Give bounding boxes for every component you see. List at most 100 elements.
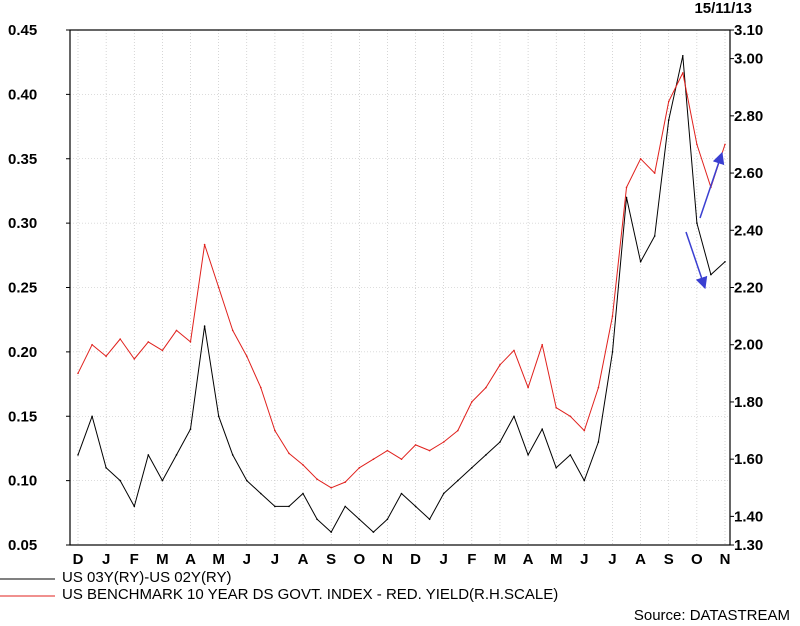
data-point-10y-yield xyxy=(625,186,628,189)
data-point-10y-yield xyxy=(653,172,656,174)
data-point-spread xyxy=(499,441,501,443)
data-point-10y-yield xyxy=(667,100,670,103)
x-tick-label: A xyxy=(185,551,196,568)
data-point-spread xyxy=(119,479,121,482)
right-tick-label: 2.40 xyxy=(734,222,763,239)
data-point-10y-yield xyxy=(457,429,459,432)
data-point-10y-yield xyxy=(428,449,431,452)
data-point-spread xyxy=(555,467,557,469)
data-point-spread xyxy=(260,492,262,495)
data-point-spread xyxy=(77,454,79,456)
data-point-spread xyxy=(330,531,333,533)
data-point-10y-yield xyxy=(147,341,150,343)
x-tick-label: S xyxy=(326,551,336,568)
left-axis: 0.05 0.10 0.15 0.20 0.25 0.30 0.35 0.40 0.45 xyxy=(8,22,70,554)
x-tick-label: M xyxy=(212,551,225,568)
data-point-spread xyxy=(203,325,206,327)
data-point-10y-yield xyxy=(485,386,487,389)
series-line-spread xyxy=(77,55,726,533)
data-point-10y-yield xyxy=(682,72,684,74)
x-tick-label: J xyxy=(102,551,110,568)
data-point-spread xyxy=(569,454,572,456)
data-point-10y-yield xyxy=(400,458,403,461)
data-point-10y-yield xyxy=(555,406,557,409)
data-point-10y-yield xyxy=(133,358,136,360)
series-lines xyxy=(77,55,726,533)
series-line-10y-yield xyxy=(77,72,726,489)
source-label: Source: DATASTREAM xyxy=(634,607,790,624)
left-tick-label: 0.05 xyxy=(8,537,37,554)
right-axis: 1.30 1.40 1.60 1.80 2.00 2.20 2.40 2.60 2.80 3.00… xyxy=(730,22,763,554)
data-point-spread xyxy=(231,454,234,456)
data-point-10y-yield xyxy=(527,386,529,389)
x-tick-label: J xyxy=(580,551,588,568)
data-point-spread xyxy=(611,351,614,353)
data-point-10y-yield xyxy=(316,478,318,481)
x-tick-label: O xyxy=(691,551,703,568)
x-tick-label: F xyxy=(130,551,139,568)
data-point-spread xyxy=(147,454,150,456)
data-point-spread xyxy=(358,518,361,521)
data-point-spread xyxy=(667,119,670,121)
right-tick-label: 2.80 xyxy=(734,108,763,125)
data-point-10y-yield xyxy=(724,143,726,146)
x-tick-label: A xyxy=(635,551,646,568)
data-point-10y-yield xyxy=(358,467,361,469)
data-point-spread xyxy=(597,441,600,443)
x-tick-label: M xyxy=(494,551,507,568)
data-point-spread xyxy=(161,479,164,482)
x-tick-label: M xyxy=(156,551,169,568)
x-tick-label: O xyxy=(353,551,365,568)
right-tick-label: 1.60 xyxy=(734,451,763,468)
right-tick-label: 1.40 xyxy=(734,508,763,525)
data-point-spread xyxy=(696,222,698,224)
left-tick-label: 0.45 xyxy=(8,22,37,39)
left-tick-label: 0.20 xyxy=(8,344,37,361)
data-point-spread xyxy=(639,261,642,263)
x-tick-label: N xyxy=(382,551,393,568)
data-point-spread xyxy=(541,428,543,430)
data-point-10y-yield xyxy=(696,143,698,146)
x-tick-label: D xyxy=(73,551,84,568)
x-tick-label: J xyxy=(440,551,448,568)
data-point-10y-yield xyxy=(344,481,347,483)
data-point-spread xyxy=(513,415,515,418)
right-tick-label: 1.30 xyxy=(734,537,763,554)
right-tick-label: 1.80 xyxy=(734,394,763,411)
data-point-spread xyxy=(175,454,178,456)
data-point-spread xyxy=(428,518,431,521)
data-point-10y-yield xyxy=(288,452,290,455)
right-tick-label: 3.10 xyxy=(734,22,763,39)
data-point-spread xyxy=(710,273,712,276)
data-point-10y-yield xyxy=(260,386,262,389)
data-point-10y-yield xyxy=(372,458,375,461)
data-point-spread xyxy=(527,454,529,456)
data-point-10y-yield xyxy=(119,338,121,340)
data-point-spread xyxy=(105,467,107,469)
data-point-10y-yield xyxy=(231,329,234,332)
data-point-spread xyxy=(344,505,347,508)
data-point-spread xyxy=(217,415,220,418)
data-point-10y-yield xyxy=(217,286,220,289)
x-tick-label: M xyxy=(550,551,563,568)
data-point-spread xyxy=(316,518,318,521)
x-tick-label: J xyxy=(608,551,616,568)
data-point-10y-yield xyxy=(161,349,164,352)
data-point-10y-yield xyxy=(302,464,304,466)
data-point-spread xyxy=(372,531,375,533)
data-point-spread xyxy=(302,492,304,495)
data-point-spread xyxy=(457,479,459,482)
data-point-10y-yield xyxy=(175,329,178,332)
right-tick-label: 2.20 xyxy=(734,280,763,297)
data-point-spread xyxy=(485,454,487,456)
data-point-10y-yield xyxy=(246,355,248,358)
data-point-10y-yield xyxy=(499,364,501,366)
data-point-10y-yield xyxy=(611,315,614,317)
data-point-10y-yield xyxy=(513,349,515,352)
data-point-10y-yield xyxy=(91,343,93,346)
data-point-spread xyxy=(625,196,628,199)
data-point-spread xyxy=(724,261,726,263)
data-point-10y-yield xyxy=(471,401,473,403)
left-tick-label: 0.40 xyxy=(8,86,37,103)
data-point-spread xyxy=(189,428,192,430)
